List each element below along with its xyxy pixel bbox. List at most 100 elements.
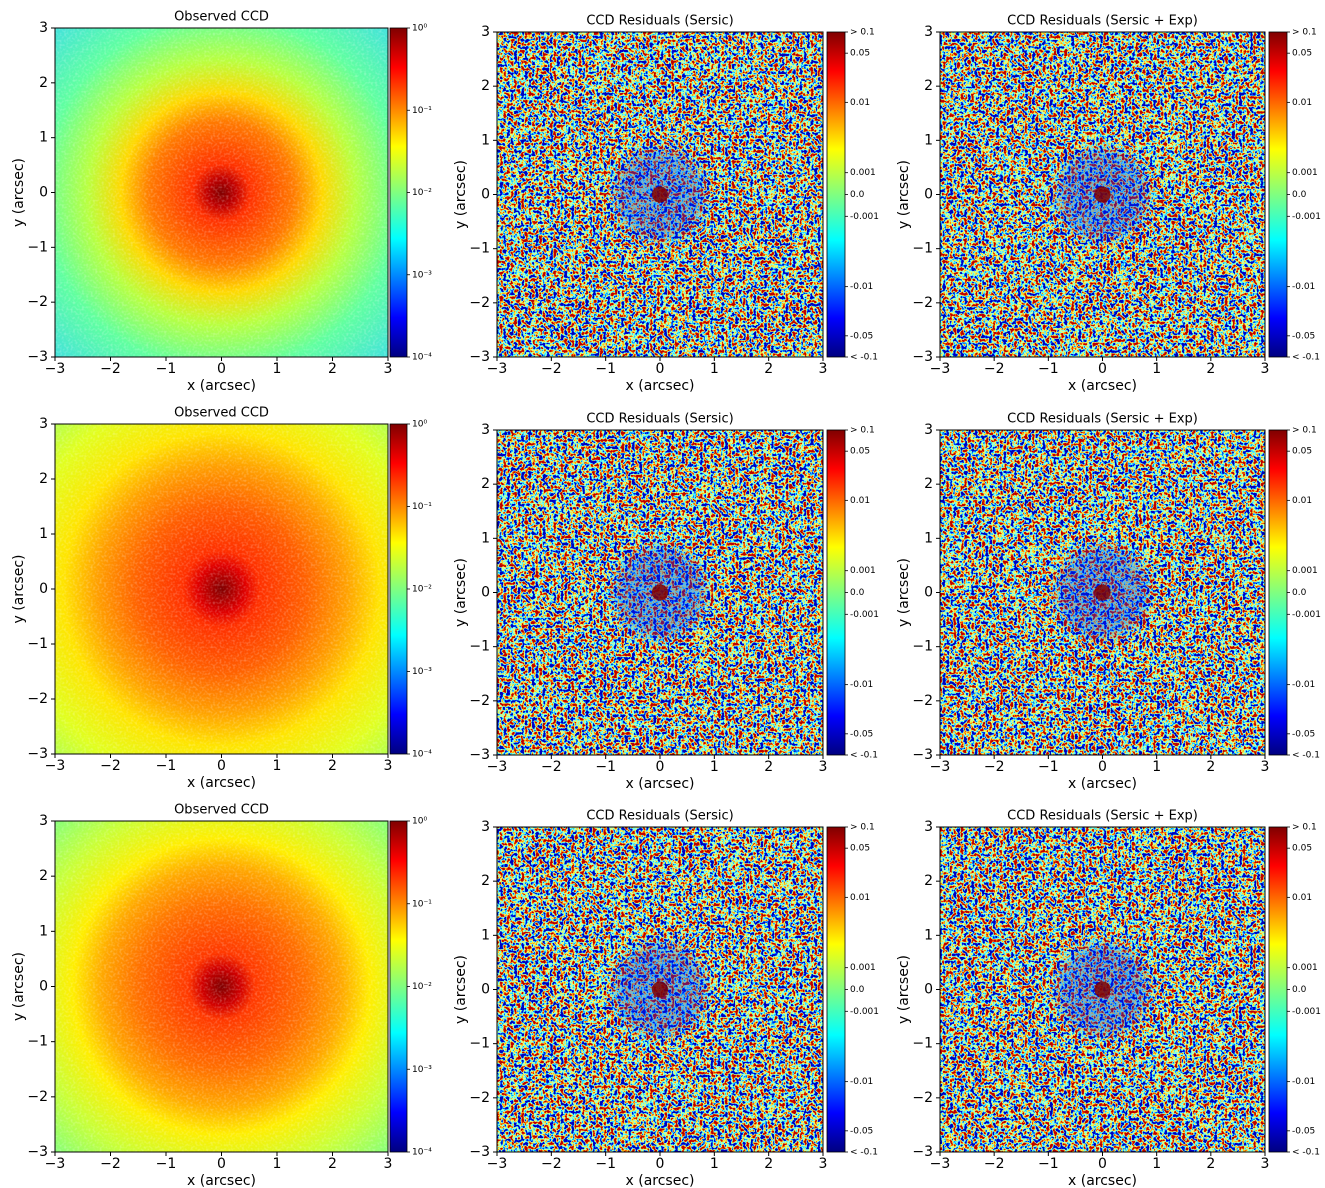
colorbar-tick-label: 0.0 [1292, 190, 1307, 200]
y-tick-label: 0 [924, 585, 933, 601]
colorbar-tick-label: 0.05 [1292, 447, 1312, 457]
colorbar-tick-label: 0.01 [1292, 496, 1312, 506]
panel-title: CCD Residuals (Sersic + Exp) [1007, 809, 1198, 824]
x-tick-label: −2 [984, 759, 1005, 775]
y-tick-label: 0 [924, 982, 933, 998]
x-tick-label: 0 [1098, 361, 1107, 377]
x-tick-label: 0 [656, 759, 665, 775]
x-tick-label: −1 [156, 758, 177, 774]
colorbar-tick-label: > 0.1 [1292, 823, 1317, 833]
image-grain [55, 28, 388, 357]
colorbar-tick-label: < -0.1 [850, 751, 878, 761]
y-axis-label: y (arcsec) [11, 555, 27, 624]
panel: CCD Residuals (Sersic + Exp) x (arcsec) y … [896, 14, 1321, 395]
colorbar [389, 820, 408, 1153]
image [497, 827, 823, 1152]
y-tick-label: −1 [469, 1036, 490, 1052]
colorbar-tick-label: > 0.1 [850, 823, 875, 833]
y-tick-label: −2 [912, 1090, 933, 1106]
y-axis-label: y (arcsec) [896, 558, 912, 627]
y-tick-label: −1 [912, 1036, 933, 1052]
x-tick-label: −1 [1038, 1156, 1059, 1172]
x-tick-label: 2 [1206, 1156, 1215, 1172]
y-tick-label: 1 [39, 526, 48, 542]
colorbar-tick-label: 0.05 [1292, 49, 1312, 59]
colorbar-tick-label: -0.01 [1292, 282, 1315, 292]
y-tick-label: −1 [27, 239, 48, 255]
colorbar-tick-label: -0.05 [850, 1126, 873, 1136]
y-tick-label: −2 [27, 294, 48, 310]
colorbar-tick-label: -0.01 [850, 1077, 873, 1087]
y-axis-label: y (arcsec) [896, 160, 912, 229]
x-tick-label: −1 [595, 1156, 616, 1172]
x-tick-label: 2 [1206, 361, 1215, 377]
x-tick-label: 1 [273, 758, 282, 774]
image [55, 821, 388, 1152]
colorbar-tick-label: < -0.1 [850, 353, 878, 363]
x-tick-label: 2 [328, 361, 337, 377]
residual-core [651, 981, 669, 998]
y-tick-label: 2 [39, 868, 48, 884]
panel-title: CCD Residuals (Sersic + Exp) [1007, 14, 1198, 29]
x-tick-label: −3 [45, 361, 66, 377]
x-tick-label: 1 [1152, 1156, 1161, 1172]
x-axis-label: x (arcsec) [187, 378, 256, 394]
colorbar-tick-label: < -0.1 [850, 1148, 878, 1158]
colorbar [389, 27, 408, 358]
y-tick-label: 2 [924, 476, 933, 492]
y-tick-label: 3 [481, 24, 490, 40]
colorbar-tick-label: -0.001 [1292, 1007, 1321, 1017]
colorbar-tick-label: 0.01 [850, 496, 870, 506]
x-axis-label: x (arcsec) [626, 776, 695, 792]
colorbar-tick-label: 0.0 [850, 588, 865, 598]
x-tick-label: 1 [1152, 759, 1161, 775]
y-tick-label: −2 [912, 295, 933, 311]
y-tick-label: 0 [39, 581, 48, 597]
x-tick-label: 0 [217, 758, 226, 774]
colorbar-tick-label: -0.05 [1292, 729, 1315, 739]
colorbar-tick-label: 0.01 [1292, 98, 1312, 108]
x-tick-label: −3 [45, 1156, 66, 1172]
panel: Observed CCD x (arcsec) y (arcsec) −3 −2 −1 0 1… [11, 803, 432, 1188]
x-tick-label: 3 [819, 759, 828, 775]
y-tick-label: 2 [481, 873, 490, 889]
colorbar-tick-label: 0.0 [1292, 588, 1307, 598]
colorbar-tick-label: 0.05 [850, 844, 870, 854]
x-tick-label: 0 [656, 361, 665, 377]
colorbar-tick-label: 10⁻³ [412, 1065, 432, 1075]
x-axis-label: x (arcsec) [626, 1173, 695, 1188]
colorbar [1268, 429, 1288, 756]
y-axis-label: y (arcsec) [453, 558, 469, 627]
x-tick-label: 3 [1261, 759, 1270, 775]
x-axis-label: x (arcsec) [187, 1173, 256, 1188]
y-tick-label: 2 [39, 75, 48, 91]
residual-core [1094, 186, 1111, 203]
y-tick-label: 3 [924, 422, 933, 438]
y-tick-label: 0 [924, 187, 933, 203]
y-tick-label: 2 [481, 476, 490, 492]
y-tick-label: −2 [27, 691, 48, 707]
y-tick-label: 3 [39, 416, 48, 432]
colorbar-tick-label: 10⁰ [412, 24, 427, 34]
panel: CCD Residuals (Sersic) x (arcsec) y (arcse… [453, 412, 879, 793]
colorbar-tick-label: -0.01 [1292, 1077, 1315, 1087]
y-axis-label: y (arcsec) [453, 160, 469, 229]
colorbar-tick-label: 0.001 [1292, 168, 1318, 178]
colorbar-tick-label: > 0.1 [850, 426, 875, 436]
x-axis-label: x (arcsec) [1068, 378, 1137, 394]
y-tick-label: −2 [912, 693, 933, 709]
colorbar-tick-label: 0.01 [850, 98, 870, 108]
colorbar-tick-label: 0.001 [1292, 566, 1318, 576]
image [55, 28, 388, 357]
x-tick-label: 2 [328, 1156, 337, 1172]
x-tick-label: −2 [541, 361, 562, 377]
y-tick-label: 3 [481, 819, 490, 835]
panel: CCD Residuals (Sersic) x (arcsec) y (arcse… [453, 809, 879, 1188]
residual-core [1094, 981, 1111, 998]
x-tick-label: 0 [1098, 1156, 1107, 1172]
panel: Observed CCD x (arcsec) y (arcsec) −3 −2 −1 0 1… [11, 406, 432, 792]
colorbar-tick-label: 10⁻¹ [412, 899, 432, 909]
y-tick-label: −3 [27, 1144, 48, 1160]
x-tick-label: 1 [273, 361, 282, 377]
panel-title: Observed CCD [174, 803, 269, 818]
